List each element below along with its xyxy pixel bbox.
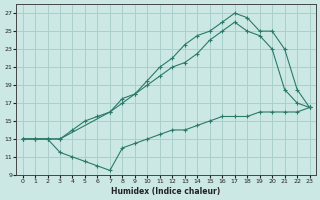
- X-axis label: Humidex (Indice chaleur): Humidex (Indice chaleur): [111, 187, 221, 196]
